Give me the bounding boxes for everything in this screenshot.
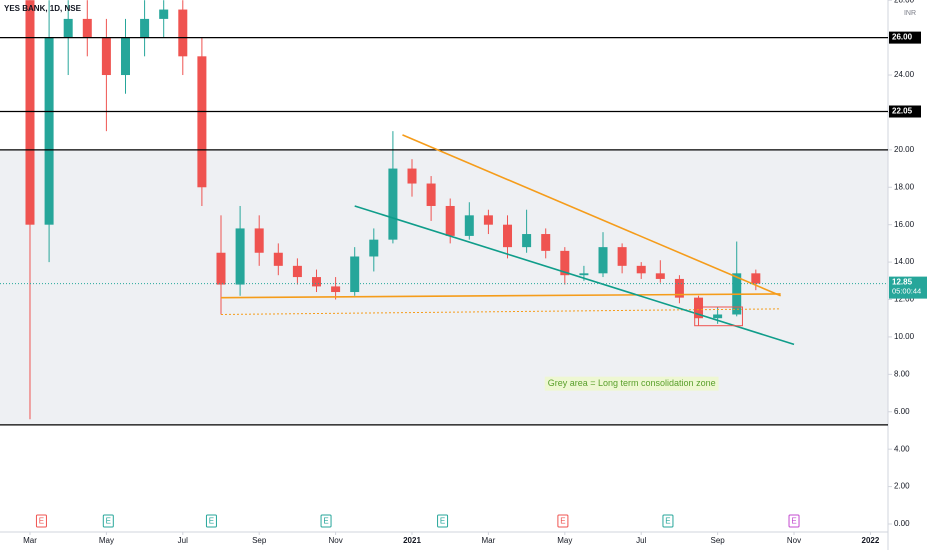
x-tick-label: May — [557, 536, 572, 545]
last-price-box — [889, 276, 927, 299]
candle-body — [407, 168, 417, 184]
candle-body — [197, 56, 207, 188]
candle-body — [483, 215, 493, 225]
candle-body — [617, 247, 627, 266]
y-tick-label: 28.00 — [894, 0, 915, 4]
candle-body — [541, 234, 551, 251]
candle-body — [636, 265, 646, 274]
candle-body — [178, 9, 188, 57]
x-tick-label: Nov — [328, 536, 342, 545]
candle-body — [140, 18, 150, 38]
trendline — [354, 205, 795, 346]
earnings-label: E — [791, 517, 796, 526]
y-tick-label: 0.00 — [894, 519, 910, 528]
candle-body — [426, 183, 436, 206]
candle-body — [560, 250, 570, 276]
candle-body — [292, 265, 302, 278]
earnings-marker — [662, 514, 674, 528]
earnings-label: E — [39, 517, 44, 526]
earnings-marker — [788, 514, 800, 528]
x-tick-label: Mar — [23, 536, 37, 545]
candle-body — [216, 252, 226, 285]
candle-body — [120, 37, 130, 76]
candle-body — [312, 277, 322, 287]
candle-body — [751, 273, 761, 284]
candle-body — [598, 247, 608, 274]
earnings-label: E — [323, 517, 328, 526]
y-tick-label: 24.00 — [894, 70, 915, 79]
y-tick-label: 18.00 — [894, 182, 915, 191]
earnings-marker — [437, 514, 449, 528]
earnings-label: E — [106, 517, 111, 526]
x-tick-label: 2021 — [403, 536, 421, 545]
chart-title: YES BANK, 1D, NSE — [4, 4, 82, 13]
candle-body — [369, 239, 379, 257]
candle-body — [713, 314, 723, 319]
x-tick-label: Jul — [636, 536, 646, 545]
candle-body — [44, 37, 54, 225]
plot-area — [0, 0, 888, 425]
earnings-label: E — [209, 517, 214, 526]
level-label: 26.00 — [892, 33, 913, 42]
x-tick-label: Sep — [711, 536, 726, 545]
candle-body — [159, 9, 169, 19]
level-label: 22.05 — [892, 107, 913, 116]
candle-body — [464, 215, 474, 236]
trendline — [220, 308, 781, 315]
annotation: Grey area = Long term consolidation zone — [548, 378, 716, 388]
y-tick-label: 2.00 — [894, 482, 910, 491]
candle-body — [101, 37, 111, 76]
trendline — [402, 134, 781, 297]
y-tick-label: 20.00 — [894, 145, 915, 154]
x-tick-label: Jul — [178, 536, 188, 545]
x-tick-label: May — [99, 536, 114, 545]
level-label-box — [889, 105, 921, 118]
x-tick-label: Nov — [787, 536, 801, 545]
level-label-box — [889, 31, 921, 44]
candle-body — [503, 224, 513, 248]
candle-body — [522, 234, 532, 248]
countdown: 05:00:44 — [892, 287, 921, 296]
earnings-label: E — [440, 517, 445, 526]
candle-body — [579, 273, 589, 276]
x-tick-label: Sep — [252, 536, 267, 545]
consolidation-zone — [0, 149, 888, 425]
y-tick-label: 4.00 — [894, 444, 910, 453]
last-price-label: 12.85 — [892, 278, 913, 287]
candle-body — [350, 256, 360, 293]
y-tick-label: 8.00 — [894, 369, 910, 378]
earnings-marker — [320, 514, 332, 528]
candle-body — [63, 18, 73, 38]
annotation-bg — [544, 376, 719, 391]
candle-body — [655, 273, 665, 279]
x-tick-label: 2022 — [862, 536, 880, 545]
earnings-marker — [102, 514, 114, 528]
candle-body — [445, 205, 455, 236]
highlight-box — [694, 306, 743, 327]
y-tick-label: 6.00 — [894, 407, 910, 416]
trendline — [220, 293, 781, 299]
y-tick-label: 14.00 — [894, 257, 915, 266]
earnings-marker — [35, 514, 47, 528]
y-tick-label: 12.00 — [894, 295, 915, 304]
earnings-label: E — [560, 517, 565, 526]
candle-body — [25, 0, 35, 225]
x-tick-label: Mar — [482, 536, 496, 545]
candle-body — [694, 297, 704, 319]
y-tick-label: 16.00 — [894, 220, 915, 229]
earnings-label: E — [665, 517, 670, 526]
earnings-marker — [557, 514, 569, 528]
candle-body — [235, 228, 245, 285]
candle-body — [674, 278, 684, 298]
currency: INR — [904, 10, 916, 17]
candle-body — [254, 228, 264, 253]
y-tick-label: 10.00 — [894, 332, 915, 341]
candle-body — [273, 252, 283, 266]
candle-body — [331, 286, 341, 293]
earnings-marker — [205, 514, 217, 528]
candle-body — [388, 168, 398, 240]
candle-body — [82, 18, 92, 38]
